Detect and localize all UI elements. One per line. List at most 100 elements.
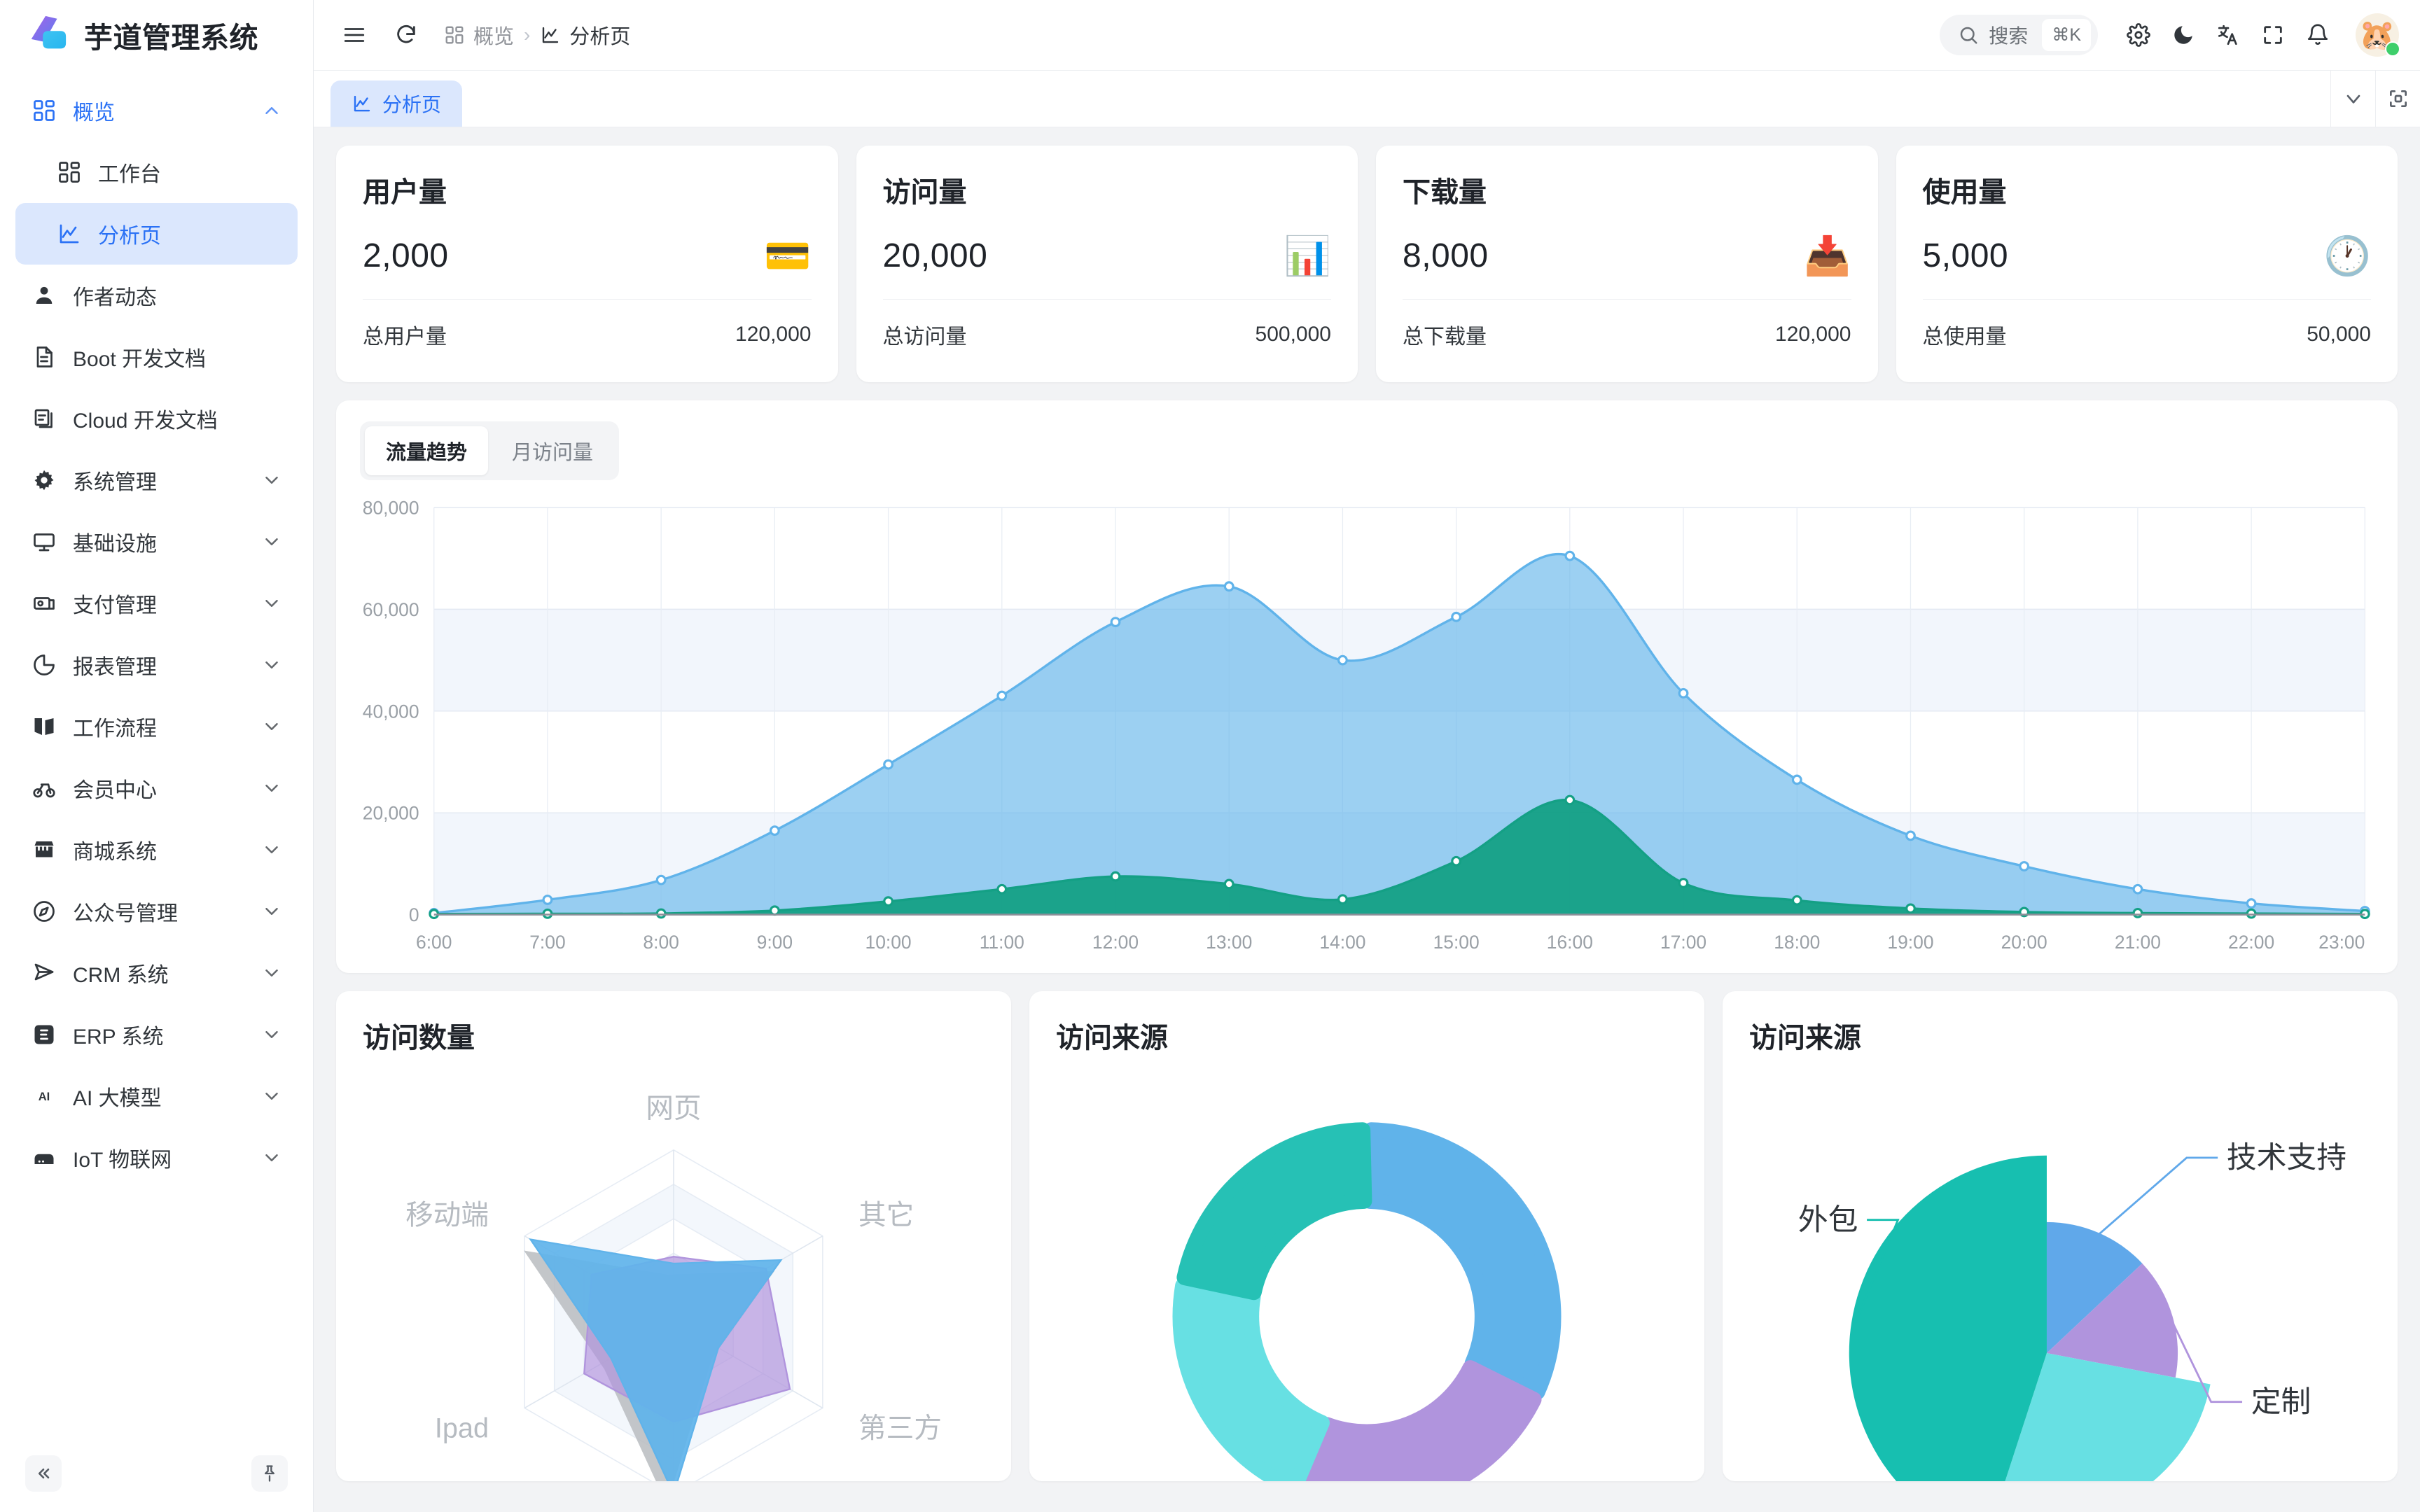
sidebar-pin-button[interactable] <box>251 1455 288 1492</box>
pie-chart[interactable]: 技术支持定制远程外包 <box>1749 1056 2371 1481</box>
stat-value: 8,000 <box>1403 237 1489 274</box>
trend-area-chart[interactable]: 0 20,000 40,000 60,000 80,000 6:00 7:00 8:00 9:0… <box>360 494 2374 968</box>
search-input[interactable]: 搜索 ⌘K <box>1940 15 2098 55</box>
avatar[interactable]: 🐹 <box>2356 13 2400 57</box>
erp-icon <box>34 1025 54 1044</box>
svg-text:22:00: 22:00 <box>2228 932 2274 953</box>
sidebar-item-3[interactable]: 作者动态 <box>15 265 298 326</box>
sidebar-item-8[interactable]: 支付管理 <box>15 573 298 634</box>
top-bar: 概览 › 分析页 搜索 ⌘K <box>314 0 2420 70</box>
bottom-card-row: 访问数量 网页其它第三方客户端Ipad移动端 访问来源 访问来源 <box>336 991 2398 1481</box>
doc-icon <box>31 344 57 370</box>
stat-card-3: 使用量 5,000 🕐 总使用量 50,000 <box>1896 146 2398 382</box>
svg-text:其它: 其它 <box>858 1200 914 1231</box>
svg-text:8:00: 8:00 <box>643 932 679 953</box>
tab-bar: 分析页 <box>314 70 2420 127</box>
svg-text:19:00: 19:00 <box>1887 932 1933 953</box>
chevron-up-icon <box>265 107 278 114</box>
radar-chart[interactable]: 网页其它第三方客户端Ipad移动端 <box>363 1056 985 1481</box>
card-title: 访问数量 <box>363 1023 475 1054</box>
grid-icon <box>445 26 464 44</box>
tab-maximize-button[interactable] <box>2375 71 2420 127</box>
breadcrumb-item-analysis[interactable]: 分析页 <box>540 20 630 50</box>
fullscreen-icon[interactable] <box>2253 15 2293 55</box>
svg-text:17:00: 17:00 <box>1660 932 1706 953</box>
sidebar-item-5[interactable]: Cloud 开发文档 <box>15 388 298 449</box>
breadcrumb-item-overview[interactable]: 概览 <box>444 20 514 50</box>
chevron-down-icon <box>265 723 278 730</box>
sidebar-item-label: 作者动态 <box>73 286 157 309</box>
svg-text:18:00: 18:00 <box>1774 932 1820 953</box>
sidebar-item-label: 公众号管理 <box>73 902 178 925</box>
sidebar-item-4[interactable]: Boot 开发文档 <box>15 326 298 388</box>
divider <box>363 299 812 300</box>
divider <box>1922 299 2371 300</box>
refresh-icon[interactable] <box>387 15 426 55</box>
dark-mode-icon[interactable] <box>2164 15 2203 55</box>
credit-card-icon: 💳 <box>764 234 812 277</box>
sidebar-item-9[interactable]: 报表管理 <box>15 634 298 696</box>
sidebar-item-label: 工作台 <box>98 163 161 186</box>
stat-total-label: 总使用量 <box>1922 326 2007 349</box>
sidebar-item-12[interactable]: 商城系统 <box>15 819 298 881</box>
ai-icon: AI <box>39 1091 50 1103</box>
stat-value: 20,000 <box>882 237 988 274</box>
settings-icon[interactable] <box>2119 15 2158 55</box>
svg-text:定制: 定制 <box>2251 1385 2311 1419</box>
sidebar-item-1[interactable]: 工作台 <box>15 141 298 203</box>
sidebar-item-0[interactable]: 概览 <box>15 80 298 141</box>
sidebar-item-7[interactable]: 基础设施 <box>15 511 298 573</box>
chart-icon <box>354 95 370 112</box>
chevron-down-icon <box>265 785 278 792</box>
trend-tab-flow[interactable]: 流量趋势 <box>365 426 489 475</box>
notification-icon[interactable] <box>2298 15 2337 55</box>
monitor-icon <box>34 533 55 552</box>
visit-count-card: 访问数量 网页其它第三方客户端Ipad移动端 <box>336 991 1011 1481</box>
stat-title: 使用量 <box>1922 177 2007 208</box>
search-placeholder: 搜索 <box>1989 25 2029 47</box>
sidebar-item-label: Boot 开发文档 <box>73 348 207 371</box>
sidebar-item-2[interactable]: 分析页 <box>15 203 298 265</box>
sidebar-item-label: IoT 物联网 <box>73 1149 172 1172</box>
ai-icon: AI <box>31 1083 57 1110</box>
sidebar-item-15[interactable]: ERP 系统 <box>15 1004 298 1065</box>
sidebar-item-label: CRM 系统 <box>73 964 169 987</box>
sidebar-item-16[interactable]: AI AI 大模型 <box>15 1065 298 1127</box>
sidebar-item-label: AI 大模型 <box>73 1087 162 1110</box>
stat-card-row: 用户量 2,000 💳 总用户量 120,000 访问量 20,000 📊 总访问量 500,00… <box>336 146 2398 382</box>
chart-icon <box>56 220 83 247</box>
tab-dropdown-button[interactable] <box>2330 71 2375 127</box>
sidebar-footer <box>0 1435 313 1512</box>
donut-chart[interactable] <box>1056 1056 1678 1481</box>
chevron-down-icon <box>265 846 278 853</box>
logo-row[interactable]: 芋道管理系统 <box>0 0 313 70</box>
sidebar-item-17[interactable]: IoT 物联网 <box>15 1127 298 1189</box>
svg-text:14:00: 14:00 <box>1319 932 1365 953</box>
divider <box>1403 299 1851 300</box>
sidebar-collapse-button[interactable] <box>25 1455 62 1492</box>
tab-analysis[interactable]: 分析页 <box>331 80 463 127</box>
sidebar-item-6[interactable]: 系统管理 <box>15 449 298 511</box>
hamburger-icon[interactable] <box>335 15 374 55</box>
chevron-down-icon <box>265 969 278 976</box>
grid-icon <box>59 162 80 183</box>
gear-icon <box>31 467 57 493</box>
svg-text:23:00: 23:00 <box>2318 932 2365 953</box>
bike-icon <box>31 775 57 802</box>
flow-icon <box>34 718 54 735</box>
stat-card-0: 用户量 2,000 💳 总用户量 120,000 <box>336 146 838 382</box>
pie-icon <box>34 654 55 676</box>
sidebar-item-11[interactable]: 会员中心 <box>15 757 298 819</box>
stat-title: 用户量 <box>363 177 447 208</box>
trend-tab-monthly[interactable]: 月访问量 <box>512 442 594 464</box>
svg-text:0: 0 <box>409 904 419 925</box>
pie-icon <box>31 652 57 678</box>
sidebar-item-13[interactable]: 公众号管理 <box>15 881 298 942</box>
tab-list: 分析页 <box>314 71 2330 127</box>
sidebar-item-10[interactable]: 工作流程 <box>15 696 298 757</box>
language-icon[interactable] <box>2209 15 2248 55</box>
chevron-down-icon <box>265 477 278 484</box>
chevron-down-icon <box>265 1154 278 1161</box>
send-icon <box>31 960 57 986</box>
sidebar-item-14[interactable]: CRM 系统 <box>15 942 298 1004</box>
